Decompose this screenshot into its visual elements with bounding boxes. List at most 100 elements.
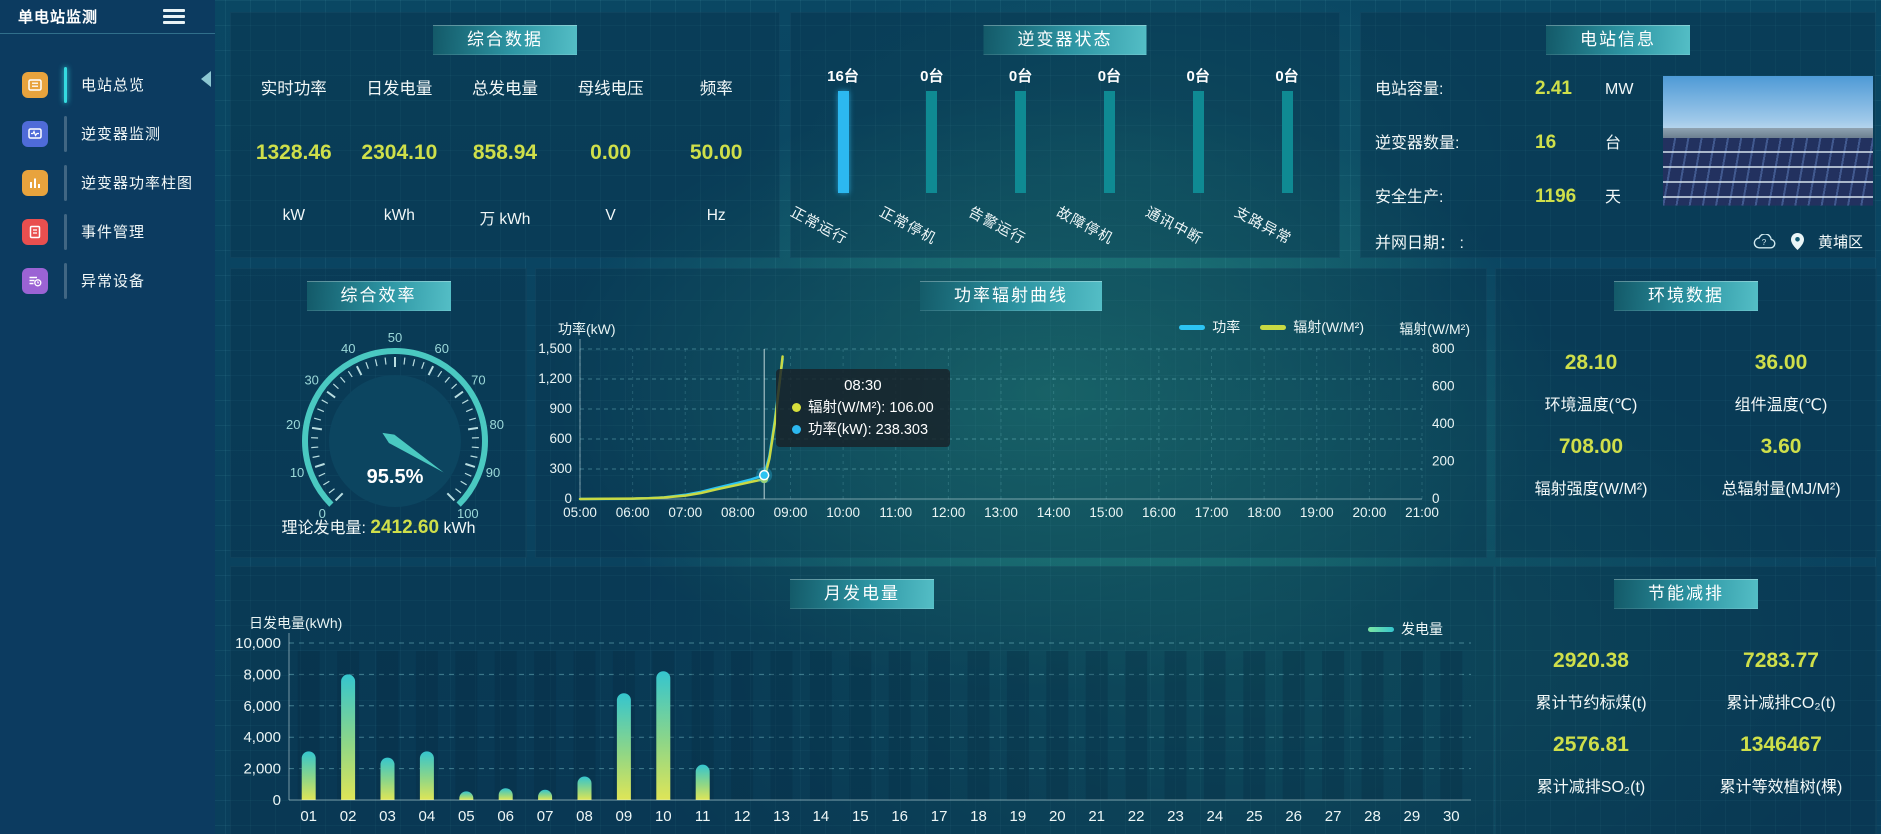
menu-item-rail <box>64 164 67 201</box>
svg-text:08:00: 08:00 <box>721 505 755 520</box>
svg-text:2,000: 2,000 <box>243 761 281 778</box>
svg-text:08: 08 <box>576 808 593 825</box>
power-radiation-chart: 05:00 06:00 07:00 08:00 09:00 10:00 11:00 12:00… <box>538 339 1455 520</box>
svg-text:18:00: 18:00 <box>1247 505 1281 520</box>
svg-text:07:00: 07:00 <box>668 505 702 520</box>
sidebar-item-5[interactable]: 异常设备 <box>0 256 215 305</box>
svg-text:19: 19 <box>1010 808 1027 825</box>
tooltip-text: 辐射(W/M²): 106.00 <box>808 400 934 416</box>
curve-left-axis-title: 功率(kW) <box>558 321 616 337</box>
panel-station-info: 电站信息 电站容量: 2.41 MW 逆变器数量: 16 台安全生产: 1196 天 并网日期… <box>1360 12 1876 258</box>
sidebar-collapse-arrow-icon[interactable] <box>201 71 211 87</box>
station-row-unit: 天 <box>1605 189 1622 206</box>
stat-value: 28.10 <box>1564 351 1618 374</box>
inverter-count: 0台 <box>1097 68 1122 85</box>
svg-text:11: 11 <box>695 808 711 825</box>
chart-tooltip: 08:30 辐射(W/M²): 106.00 功率(kW): 238.303 <box>776 369 950 447</box>
metric-label: 实时功率 <box>260 80 327 98</box>
legend-item-2[interactable]: 辐射(W/M²) <box>1260 317 1364 337</box>
legend-item-1[interactable]: 功率 <box>1179 317 1240 337</box>
theory-generation-row: 理论发电量: 2412.60 kWh <box>231 514 526 539</box>
svg-text:200: 200 <box>1432 454 1455 469</box>
metric-label: 日发电量 <box>366 80 433 98</box>
svg-text:16: 16 <box>891 808 908 825</box>
bar-legend[interactable]: 发电量 <box>1368 619 1443 639</box>
svg-text:06:00: 06:00 <box>616 505 650 520</box>
metric-value: 858.94 <box>472 141 538 164</box>
inverter-count: 0台 <box>1186 68 1210 85</box>
panel-environment: 环境数据 28.10 环境温度(℃) 36.00 组件温度(℃) 708.00 辐射强度(… <box>1495 268 1877 558</box>
inverter-bar <box>1103 91 1115 193</box>
svg-text:19:00: 19:00 <box>1300 505 1334 520</box>
panel-title-summary: 综合数据 <box>433 25 577 55</box>
svg-text:0: 0 <box>273 792 281 809</box>
svg-text:25: 25 <box>1246 808 1263 825</box>
menu-item-rail <box>64 213 67 250</box>
theory-label: 理论发电量: <box>281 520 366 537</box>
metric-label: 总发电量 <box>471 80 538 98</box>
sidebar-item-2[interactable]: 逆变器监测 <box>0 109 215 158</box>
svg-text:12: 12 <box>734 808 751 825</box>
location-pin-icon[interactable] <box>1790 232 1804 250</box>
station-photo <box>1663 76 1873 206</box>
station-row-unit: 台 <box>1605 135 1622 152</box>
inverter-bar <box>1192 91 1204 193</box>
stat-value: 3.60 <box>1760 435 1802 458</box>
stat-value: 2576.81 <box>1553 733 1629 756</box>
stat-label: 辐射强度(W/M²) <box>1534 481 1648 498</box>
inverter-bar <box>837 91 849 193</box>
panel-title-efficiency: 综合效率 <box>306 281 451 311</box>
summary-metrics: 实时功率 1328.46 kW 日发电量 2304.10 kWh 总发电量 858.94 万 k… <box>241 71 769 229</box>
sidebar-item-label: 异常设备 <box>81 273 146 290</box>
inverter-bar <box>1281 91 1293 193</box>
stat-value: 708.00 <box>1558 435 1624 458</box>
svg-text:26: 26 <box>1285 808 1302 825</box>
weather-cloud-icon[interactable]: ? <box>1753 233 1777 249</box>
menu-item-rail <box>64 262 67 299</box>
stat-value: 2920.38 <box>1553 649 1629 672</box>
svg-text:12:00: 12:00 <box>931 505 965 520</box>
metric-unit: 万 kWh <box>479 211 531 228</box>
station-row-value: 1196 <box>1535 186 1577 207</box>
sidebar-item-3[interactable]: 逆变器功率柱图 <box>0 158 215 207</box>
svg-text:1,200: 1,200 <box>538 371 572 386</box>
saving-metrics: 2920.38 累计节约标煤(t) 7283.77 累计减排CO₂(t) 2576.81… <box>1496 627 1876 796</box>
station-row-unit: MW <box>1605 81 1634 98</box>
svg-text:15:00: 15:00 <box>1089 505 1123 520</box>
svg-text:10:00: 10:00 <box>826 505 860 520</box>
legend-label: 辐射(W/M²) <box>1293 319 1364 335</box>
svg-text:80: 80 <box>489 417 503 432</box>
menu-item-rail <box>64 66 67 103</box>
tooltip-time: 08:30 <box>844 377 882 394</box>
theory-value: 2412.60 <box>370 517 440 538</box>
station-footer: 并网日期： : ? 黄埔区 <box>1375 229 1863 253</box>
theory-unit: kWh <box>443 520 476 537</box>
station-row-label: 安全生产: <box>1375 189 1444 206</box>
tooltip-text: 功率(kW): 238.303 <box>808 422 929 438</box>
district-label[interactable]: 黄埔区 <box>1817 233 1863 251</box>
svg-text:09: 09 <box>616 808 633 825</box>
inverter-state-label: 通讯中断 <box>1142 204 1206 248</box>
monitor-icon <box>22 120 48 147</box>
events-icon <box>22 218 48 245</box>
svg-text:90: 90 <box>486 465 500 480</box>
svg-text:18: 18 <box>970 808 987 825</box>
svg-text:05:00: 05:00 <box>563 505 597 520</box>
sidebar-item-4[interactable]: 事件管理 <box>0 207 215 256</box>
tooltip-line-2: 功率(kW): 238.303 <box>792 419 934 441</box>
svg-text:70: 70 <box>471 372 485 387</box>
stat-label: 累计节约标煤(t) <box>1535 695 1647 712</box>
panel-efficiency: 综合效率 0 10 20 30 40 50 60 70 80 90 100 95.5% 理论发电量: … <box>230 268 527 558</box>
svg-text:13: 13 <box>773 808 790 825</box>
station-row-label: 电站容量: <box>1375 81 1444 98</box>
sidebar-item-label: 事件管理 <box>81 224 146 241</box>
svg-text:17: 17 <box>931 808 948 825</box>
summary-metric-4: 母线电压 0.00 V <box>558 71 664 229</box>
hamburger-menu-icon[interactable] <box>163 6 185 28</box>
bar-axis-title: 日发电量(kWh) <box>249 615 343 631</box>
metric-unit: kW <box>282 207 305 224</box>
svg-text:14: 14 <box>813 808 830 825</box>
panel-summary: 综合数据 实时功率 1328.46 kW 日发电量 2304.10 kWh 总发电量 858.… <box>230 12 780 258</box>
inverter-count: 0台 <box>920 68 944 85</box>
sidebar-item-1[interactable]: 电站总览 <box>0 60 215 109</box>
